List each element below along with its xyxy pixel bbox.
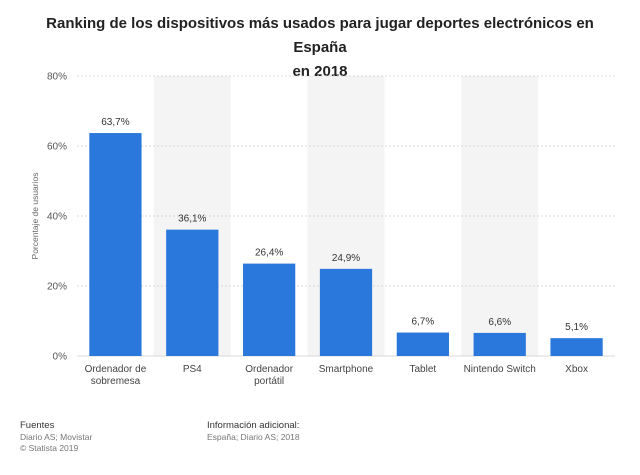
data-label: 6,6% bbox=[488, 317, 511, 328]
data-label: 5,1% bbox=[565, 322, 588, 333]
bar bbox=[166, 229, 219, 356]
sources-heading: Fuentes bbox=[20, 420, 55, 431]
x-tick-label: portátil bbox=[254, 376, 284, 387]
y-tick-label: 80% bbox=[47, 72, 67, 83]
copyright-text: © Statista 2019 bbox=[20, 443, 79, 453]
y-tick-label: 0% bbox=[53, 352, 68, 363]
y-axis-title: Porcentaje de usuarios bbox=[30, 173, 40, 260]
x-tick-label: PS4 bbox=[183, 364, 202, 375]
data-label: 24,9% bbox=[332, 253, 360, 264]
data-label: 36,1% bbox=[178, 214, 206, 225]
additional-info-block: Información adicional: España; Diario AS… bbox=[207, 420, 300, 443]
y-tick-label: 60% bbox=[47, 142, 67, 153]
data-label: 63,7% bbox=[101, 117, 129, 128]
chart-title-line-1: Ranking de los dispositivos más usados p… bbox=[46, 15, 594, 56]
x-tick-label: Nintendo Switch bbox=[464, 364, 536, 375]
additional-info-text: España; Diario AS; 2018 bbox=[207, 432, 300, 442]
bar bbox=[89, 133, 142, 356]
y-tick-label: 40% bbox=[47, 212, 67, 223]
data-label: 6,7% bbox=[411, 317, 434, 328]
x-tick-label: Tablet bbox=[410, 364, 437, 375]
additional-info-heading: Información adicional: bbox=[207, 420, 300, 431]
sources-text: Diario AS; Movistar bbox=[20, 432, 93, 442]
bar bbox=[550, 338, 603, 356]
bar bbox=[319, 268, 373, 356]
data-label: 26,4% bbox=[255, 248, 283, 259]
x-tick-label: Smartphone bbox=[319, 364, 374, 375]
x-tick-label: Ordenador de bbox=[85, 364, 147, 375]
bar bbox=[396, 332, 449, 356]
x-tick-label: sobremesa bbox=[91, 376, 141, 387]
x-tick-label: Ordenador bbox=[245, 364, 293, 375]
sources-block: Fuentes Diario AS; Movistar © Statista 2… bbox=[20, 420, 92, 454]
bar bbox=[473, 332, 526, 356]
y-tick-label: 20% bbox=[47, 282, 67, 293]
x-tick-label: Xbox bbox=[565, 364, 588, 375]
bar bbox=[243, 263, 296, 356]
